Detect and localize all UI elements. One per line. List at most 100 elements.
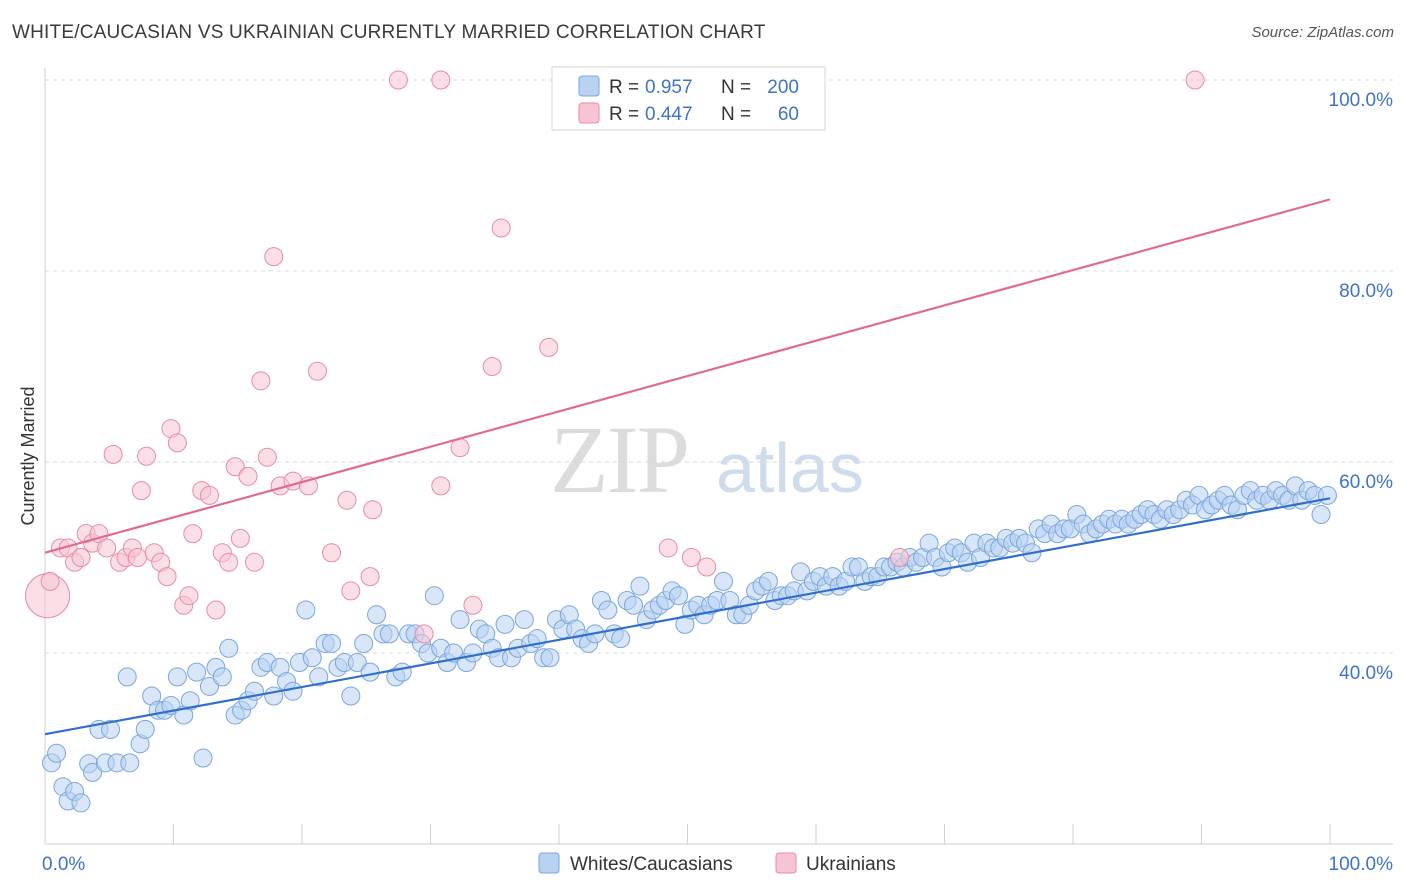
data-point [137,446,157,466]
data-point [244,552,264,572]
trend-line-whites [44,497,1331,736]
data-point [482,357,502,376]
data-point [658,538,678,558]
data-point [424,586,444,606]
y-tick-label: 80.0% [1339,281,1393,302]
data-point [363,500,383,520]
legend-r-label: R = [609,77,639,98]
data-point [758,571,778,591]
data-point [388,70,408,90]
watermark-atlas: atlas [716,429,864,507]
series-whites-caucasians [41,476,1337,813]
data-point [681,548,701,567]
data-point [307,361,327,381]
data-point [463,643,483,663]
data-point [322,543,342,563]
data-point [791,562,811,582]
data-point [97,538,117,558]
data-point [392,662,412,682]
data-point [379,624,399,644]
legend-n-value: 200 [767,77,799,98]
legend-n-value: 60 [778,104,799,125]
bottom-legend: Whites/Caucasians Ukrainians [538,852,896,875]
trend-lines [44,198,1331,736]
legend: R = 0.957 N = 200 R = 0.447 N = 60 [551,66,826,131]
watermark: ZIP atlas [550,406,864,513]
data-point [71,548,91,567]
data-point [367,605,387,625]
y-axis-label: Currently Married [18,386,38,525]
data-point [238,466,258,486]
data-point [341,581,361,601]
bottom-legend-label-whites: Whites/Caucasians [570,854,733,875]
data-point [514,610,534,630]
watermark-zip: ZIP [550,406,688,513]
data-point [495,614,515,634]
data-point [341,686,361,706]
chart-source: Source: ZipAtlas.com [1251,24,1394,41]
data-point [264,247,284,267]
data-point [539,337,559,357]
data-point [611,629,631,649]
data-point [40,571,60,591]
bottom-legend-swatch-blue [538,852,560,874]
data-point [598,600,618,620]
data-point [199,676,219,696]
data-point [225,457,245,477]
legend-swatch-pink [578,102,600,124]
data-point [431,476,451,496]
data-point [179,586,199,606]
data-point [491,218,511,238]
data-point [360,662,380,682]
data-point [296,600,316,620]
data-point [230,528,250,548]
data-point [1317,485,1337,505]
data-point [890,548,910,567]
data-point [264,686,284,706]
trend-line-ukrainians [44,198,1331,554]
bottom-legend-swatch-pink [775,852,797,874]
data-point [450,610,470,630]
chart-title: WHITE/CAUCASIAN VS UKRAINIAN CURRENTLY M… [12,22,766,43]
x-tick-label: 100.0% [1329,854,1394,875]
axes [44,68,1393,845]
data-point [128,548,148,567]
data-point [302,648,322,668]
data-point [360,567,380,587]
data-point [283,681,303,701]
x-tick-labels: 0.0% 100.0% [42,854,1393,875]
data-point [540,648,560,668]
data-point [47,743,67,763]
data-point [71,793,91,813]
data-point [463,595,483,615]
data-point [103,444,123,464]
data-point [83,762,103,782]
data-point [713,571,733,591]
data-point [180,691,200,711]
data-point [669,586,689,606]
data-point [219,552,239,572]
legend-r-value: 0.957 [645,77,693,98]
data-point [624,595,644,615]
legend-n-label: N = [721,77,751,98]
data-point [414,624,434,644]
data-point [131,481,151,501]
legend-swatch-blue [578,75,600,97]
data-point [101,719,121,739]
data-point [354,633,374,653]
y-tick-label: 100.0% [1329,90,1394,111]
legend-n-label: N = [721,104,751,125]
data-point [167,667,187,687]
data-point [630,576,650,596]
data-point [199,485,219,505]
data-point [257,447,277,467]
data-point [1311,505,1331,525]
data-point [1185,70,1205,90]
y-tick-label: 40.0% [1339,663,1393,684]
legend-r-value: 0.447 [645,104,693,125]
data-point [212,667,232,687]
x-tick-label: 0.0% [42,854,85,875]
data-point [120,753,140,773]
data-point [251,371,271,391]
